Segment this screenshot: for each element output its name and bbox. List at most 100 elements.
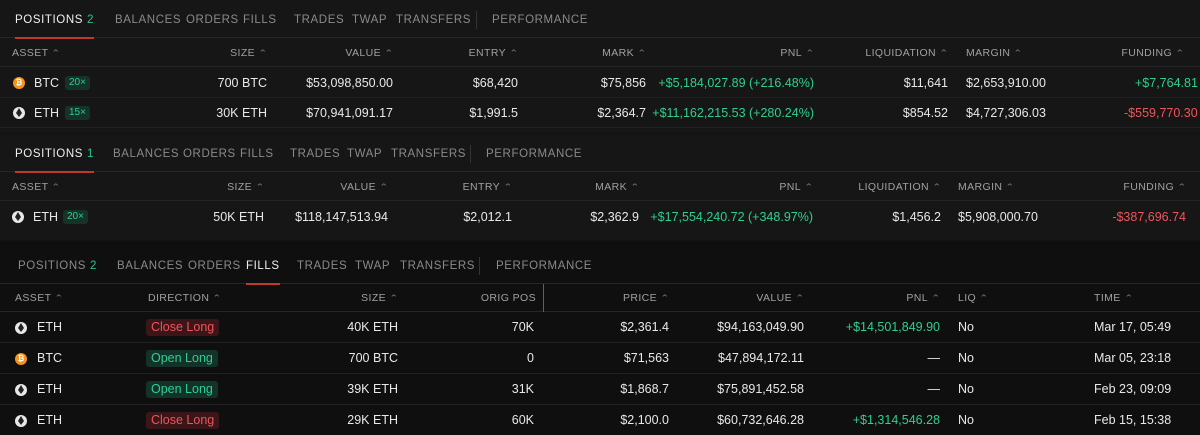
tab-orders[interactable]: ORDERS [183, 148, 236, 160]
positions-panel-2: POSITIONS 1 BALANCES ORDERS FILLS TRADES … [0, 134, 1200, 240]
sort-icon: ⌃ [1175, 48, 1185, 58]
mark-price: $75,856 [600, 76, 646, 90]
tab-transfers[interactable]: TRANSFERS [396, 14, 472, 26]
tab-balances[interactable]: BALANCES [113, 148, 180, 160]
col-label: FUNDING [1123, 181, 1175, 193]
fill-size: 700 BTC [348, 351, 398, 365]
col-label: PNL [906, 292, 929, 304]
sort-icon: ⌃ [212, 293, 223, 303]
column-resize-handle[interactable] [543, 284, 544, 312]
col-liq[interactable]: LIQ ⌃ [958, 284, 988, 312]
fill-value: $60,732,646.28 [717, 413, 804, 427]
col-funding[interactable]: FUNDING ⌃ [1121, 39, 1184, 67]
col-label: ASSET [12, 47, 49, 59]
orig-pos: 0 [527, 351, 534, 365]
col-label: PNL [780, 47, 803, 59]
sort-icon: ⌃ [51, 182, 62, 192]
tab-performance[interactable]: PERFORMANCE [486, 148, 583, 160]
col-funding[interactable]: FUNDING ⌃ [1123, 173, 1186, 201]
positions-panel-1: POSITIONS 2 BALANCES ORDERS FILLS TRADES … [0, 0, 1200, 133]
tab-performance[interactable]: PERFORMANCE [492, 14, 589, 26]
tab-trades[interactable]: TRADES [290, 148, 341, 160]
col-size[interactable]: SIZE ⌃ [230, 39, 267, 67]
col-liquidation[interactable]: LIQUIDATION ⌃ [858, 173, 941, 201]
col-asset[interactable]: ASSET ⌃ [12, 39, 61, 67]
tab-twap[interactable]: TWAP [347, 148, 383, 160]
tab-transfers[interactable]: TRANSFERS [400, 260, 476, 272]
sort-icon: ⌃ [1013, 48, 1024, 58]
col-label: DIRECTION [148, 292, 210, 304]
tab-positions[interactable]: POSITIONS 1 [15, 134, 95, 173]
col-entry[interactable]: ENTRY ⌃ [468, 39, 519, 67]
col-size[interactable]: SIZE ⌃ [361, 284, 398, 312]
tab-trades[interactable]: TRADES [294, 14, 345, 26]
col-entry[interactable]: ENTRY ⌃ [463, 173, 513, 201]
active-tab-underline [246, 283, 280, 285]
sort-icon: ⌃ [932, 182, 942, 192]
col-mark[interactable]: MARK ⌃ [595, 173, 639, 201]
tab-balances[interactable]: BALANCES [117, 260, 184, 272]
col-value[interactable]: VALUE ⌃ [340, 173, 388, 201]
col-label: SIZE [230, 47, 256, 59]
tab-twap[interactable]: TWAP [352, 14, 388, 26]
position-row[interactable]: ETH 15× 30K ETH $70,941,091.17 $1,991.5 … [0, 98, 1200, 128]
tab-positions[interactable]: POSITIONS 2 [18, 246, 97, 284]
col-label: ENTRY [468, 47, 507, 59]
tab-twap[interactable]: TWAP [355, 260, 391, 272]
position-row[interactable]: ETH 20× 50K ETH $118,147,513.94 $2,012.1… [0, 202, 1200, 232]
col-margin[interactable]: MARGIN ⌃ [958, 173, 1015, 201]
tab-fills[interactable]: FILLS [240, 148, 274, 160]
sort-icon: ⌃ [503, 182, 513, 192]
col-pnl[interactable]: PNL ⌃ [779, 173, 813, 201]
tab-fills[interactable]: FILLS [246, 246, 280, 285]
col-price[interactable]: PRICE ⌃ [623, 284, 669, 312]
fill-row[interactable]: ₿ BTC Open Long 700 BTC 0 $71,563 $47,89… [0, 343, 1200, 374]
fill-value: $94,163,049.90 [717, 320, 804, 334]
funding-value: +$7,764.81 [1135, 76, 1198, 90]
fill-time: Mar 05, 23:18 [1094, 351, 1172, 365]
active-tab-underline [15, 37, 95, 39]
tab-positions[interactable]: POSITIONS 2 [15, 0, 95, 39]
position-row[interactable]: ₿ BTC 20× 700 BTC $53,098,850.00 $68,420… [0, 68, 1200, 98]
margin-value: $2,653,910.00 [966, 76, 1046, 90]
col-asset[interactable]: ASSET ⌃ [12, 173, 62, 201]
fill-row[interactable]: ETH Close Long 40K ETH 70K $2,361.4 $94,… [0, 312, 1200, 343]
tab-performance[interactable]: PERFORMANCE [496, 260, 593, 272]
asset-name: ETH [33, 210, 58, 224]
sort-icon: ⌃ [258, 48, 268, 58]
col-mark[interactable]: MARK ⌃ [602, 39, 646, 67]
col-value[interactable]: VALUE ⌃ [345, 39, 393, 67]
sort-icon: ⌃ [389, 293, 399, 303]
col-asset[interactable]: ASSET ⌃ [15, 284, 65, 312]
eth-icon [15, 384, 27, 396]
sort-icon: ⌃ [1123, 293, 1134, 303]
fills-panel: POSITIONS 2 BALANCES ORDERS FILLS TRADES … [0, 241, 1200, 435]
col-time[interactable]: TIME ⌃ [1094, 284, 1133, 312]
col-size[interactable]: SIZE ⌃ [227, 173, 264, 201]
eth-icon [15, 415, 27, 427]
tab-balances[interactable]: BALANCES [115, 14, 182, 26]
tab-transfers[interactable]: TRANSFERS [391, 148, 467, 160]
col-direction[interactable]: DIRECTION ⌃ [148, 284, 223, 312]
fill-row[interactable]: ETH Close Long 29K ETH 60K $2,100.0 $60,… [0, 405, 1200, 435]
sort-icon: ⌃ [54, 293, 65, 303]
liquidation-price: $854.52 [902, 106, 948, 120]
col-orig-pos[interactable]: ORIG POS [481, 284, 536, 312]
tab-trades[interactable]: TRADES [297, 260, 348, 272]
col-label: LIQUIDATION [858, 181, 930, 193]
col-pnl[interactable]: PNL ⌃ [780, 39, 814, 67]
asset-name: ETH [37, 320, 62, 334]
tab-label: FILLS [246, 260, 280, 272]
tab-orders[interactable]: ORDERS [188, 260, 241, 272]
btc-icon: ₿ [13, 77, 25, 89]
fill-row[interactable]: ETH Open Long 39K ETH 31K $1,868.7 $75,8… [0, 374, 1200, 405]
col-value[interactable]: VALUE ⌃ [756, 284, 804, 312]
active-tab-underline [15, 171, 95, 173]
table-header: ASSET ⌃ SIZE ⌃ VALUE ⌃ ENTRY ⌃ MARK ⌃ PNL ⌃ LI… [0, 39, 1200, 67]
col-liquidation[interactable]: LIQUIDATION ⌃ [865, 39, 948, 67]
col-pnl[interactable]: PNL ⌃ [906, 284, 940, 312]
tab-fills[interactable]: FILLS [243, 14, 277, 26]
col-margin[interactable]: MARGIN ⌃ [966, 39, 1024, 67]
liq-flag: No [958, 382, 974, 396]
tab-orders[interactable]: ORDERS [186, 14, 239, 26]
